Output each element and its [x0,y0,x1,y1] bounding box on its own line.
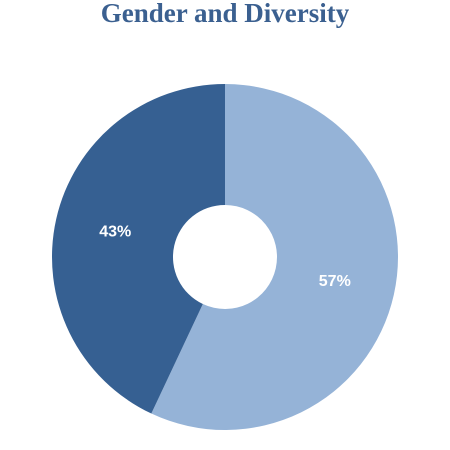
data-label: 43% [99,224,131,241]
data-label: 57% [319,273,351,290]
donut-slice [151,84,398,430]
donut-slice [51,84,226,414]
chart-title: Gender and Diversity [101,0,350,28]
